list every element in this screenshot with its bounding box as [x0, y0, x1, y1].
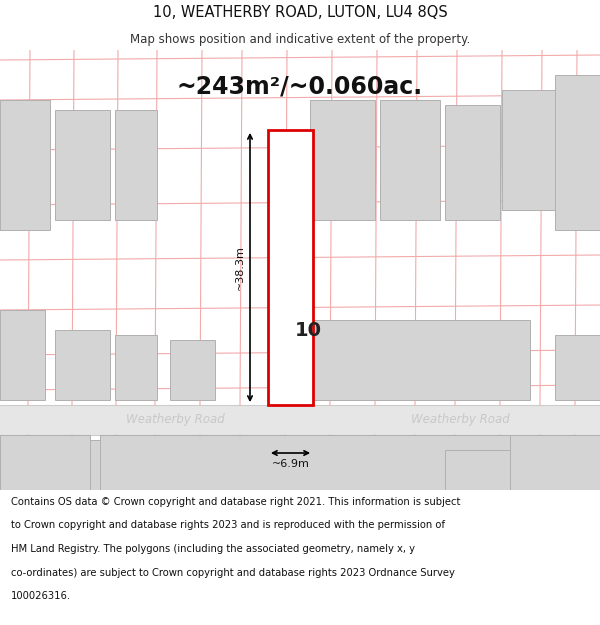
Text: Contains OS data © Crown copyright and database right 2021. This information is : Contains OS data © Crown copyright and d…	[11, 497, 460, 507]
Bar	[170, 340, 215, 400]
Text: to Crown copyright and database rights 2023 and is reproduced with the permissio: to Crown copyright and database rights 2…	[11, 521, 445, 531]
Bar	[445, 450, 600, 490]
Text: ~243m²/~0.060ac.: ~243m²/~0.060ac.	[177, 75, 423, 99]
Bar	[445, 105, 500, 220]
Text: Map shows position and indicative extent of the property.: Map shows position and indicative extent…	[130, 32, 470, 46]
Bar	[310, 320, 530, 400]
Bar	[55, 330, 110, 400]
Bar	[0, 405, 600, 435]
Bar	[0, 100, 50, 230]
Bar	[0, 310, 45, 400]
Text: co-ordinates) are subject to Crown copyright and database rights 2023 Ordnance S: co-ordinates) are subject to Crown copyr…	[11, 568, 455, 578]
Bar	[0, 440, 550, 490]
Bar	[55, 110, 110, 220]
Bar	[115, 110, 157, 220]
Text: 100026316.: 100026316.	[11, 591, 71, 601]
Bar	[310, 100, 375, 220]
Text: ~6.9m: ~6.9m	[272, 459, 310, 469]
Bar	[100, 435, 540, 490]
Bar	[555, 335, 600, 400]
Bar	[502, 90, 557, 210]
Bar	[555, 75, 600, 230]
Bar	[0, 435, 90, 490]
Bar	[510, 435, 600, 490]
Text: HM Land Registry. The polygons (including the associated geometry, namely x, y: HM Land Registry. The polygons (includin…	[11, 544, 415, 554]
Bar	[268, 130, 313, 405]
Text: Weatherby Road: Weatherby Road	[410, 414, 509, 426]
Text: ~38.3m: ~38.3m	[235, 245, 245, 290]
Bar	[115, 335, 157, 400]
Text: 10, WEATHERBY ROAD, LUTON, LU4 8QS: 10, WEATHERBY ROAD, LUTON, LU4 8QS	[152, 5, 448, 20]
Bar	[380, 100, 440, 220]
Text: Weatherby Road: Weatherby Road	[125, 414, 224, 426]
Text: 10: 10	[295, 321, 322, 339]
